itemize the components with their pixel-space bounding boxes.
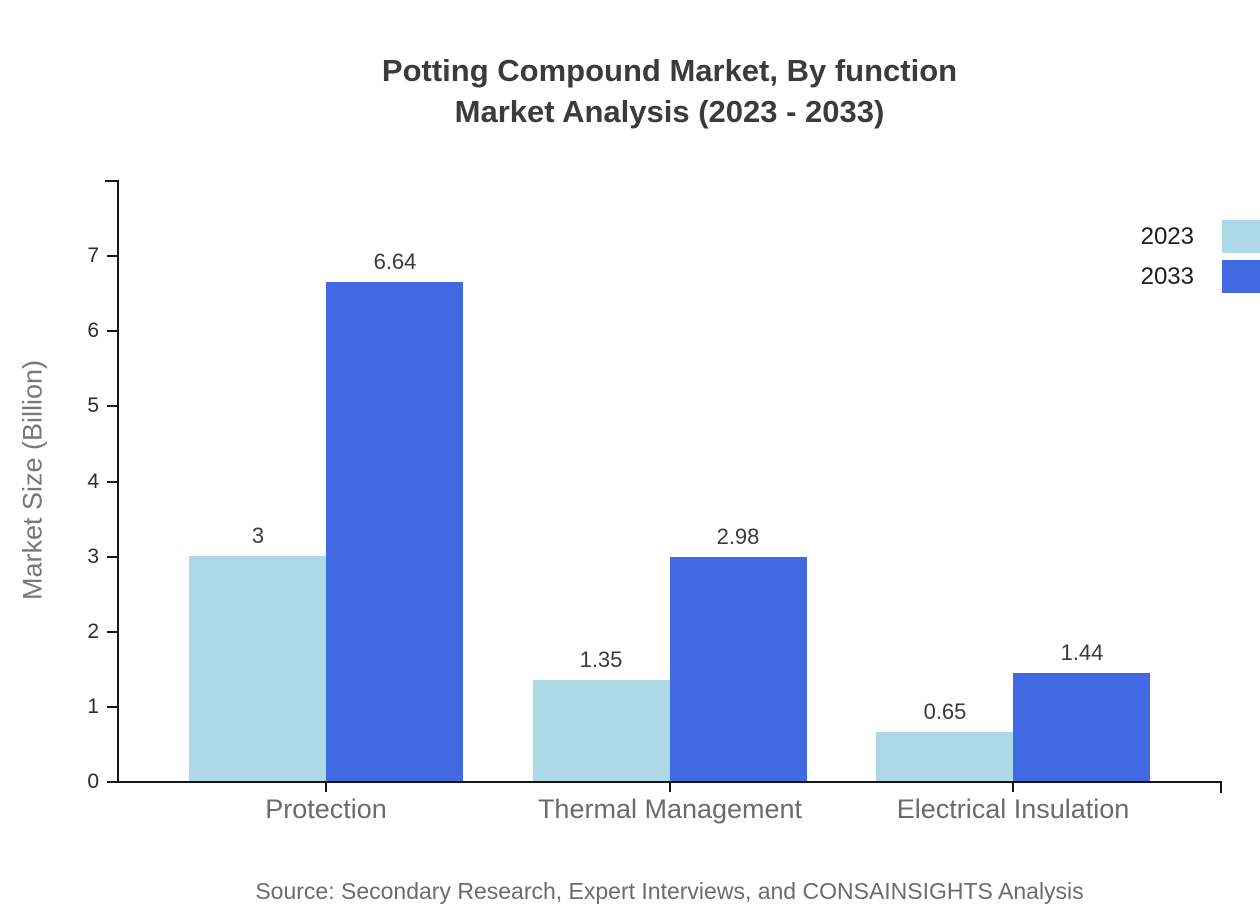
chart-title-line2: Market Analysis (2023 - 2033) [454, 94, 885, 129]
source-note: Source: Secondary Research, Expert Inter… [255, 878, 1084, 904]
category-label-protection: Protection [265, 794, 387, 824]
x-tick-protection [325, 783, 327, 792]
legend: 2023 2033 [1141, 220, 1260, 300]
chart-title-line1: Potting Compound Market, By function [381, 53, 958, 88]
value-label-2033-thermal-management: 2.98 [716, 524, 760, 549]
y-tick-label-5: 5 [87, 394, 99, 417]
y-axis-line [117, 180, 119, 783]
bar-2033-protection [326, 282, 463, 781]
x-tick-thermal-management [669, 783, 671, 792]
y-tick-1 [107, 706, 117, 708]
bar-2033-thermal-management [670, 557, 807, 781]
legend-label-2023: 2023 [1140, 223, 1194, 250]
category-label-electrical-insulation: Electrical Insulation [896, 794, 1130, 824]
legend-label-2033: 2033 [1140, 263, 1194, 290]
value-label-2023-electrical-insulation: 0.65 [923, 699, 967, 724]
y-tick-7 [107, 255, 117, 257]
y-tick-label-7: 7 [87, 244, 99, 267]
category-label-thermal-management: Thermal Management [537, 794, 803, 824]
y-axis-title: Market Size (Billion) [17, 359, 48, 601]
y-tick-6 [107, 330, 117, 332]
bar-2023-protection [189, 556, 326, 781]
legend-row-2023: 2023 [1141, 220, 1260, 253]
value-label-2033-protection: 6.64 [373, 249, 417, 274]
x-axis-line [117, 781, 1222, 783]
legend-swatch-2033 [1222, 260, 1260, 293]
x-tick-electrical-insulation [1012, 783, 1014, 792]
y-tick-0 [107, 781, 117, 783]
y-tick-3 [107, 556, 117, 558]
legend-swatch-2023 [1222, 220, 1260, 253]
bar-2023-electrical-insulation [876, 732, 1013, 781]
y-tick-label-3: 3 [87, 545, 99, 568]
legend-row-2033: 2033 [1141, 260, 1260, 293]
y-tick-label-1: 1 [87, 695, 99, 718]
y-tick-label-2: 2 [87, 620, 99, 643]
y-tick-label-6: 6 [87, 319, 99, 342]
bar-2023-thermal-management [533, 680, 670, 781]
y-tick-2 [107, 631, 117, 633]
value-label-2023-thermal-management: 1.35 [579, 647, 623, 672]
value-label-2023-protection: 3 [251, 523, 265, 548]
x-axis-end-tick [1220, 783, 1222, 793]
value-label-2033-electrical-insulation: 1.44 [1060, 640, 1104, 665]
y-tick-4 [107, 481, 117, 483]
y-axis-top-cap [105, 180, 117, 182]
y-tick-5 [107, 405, 117, 407]
chart-title: Potting Compound Market, By function Mar… [117, 50, 1222, 132]
y-tick-label-0: 0 [87, 770, 99, 793]
bar-2033-electrical-insulation [1013, 673, 1150, 781]
y-tick-label-4: 4 [87, 470, 99, 493]
